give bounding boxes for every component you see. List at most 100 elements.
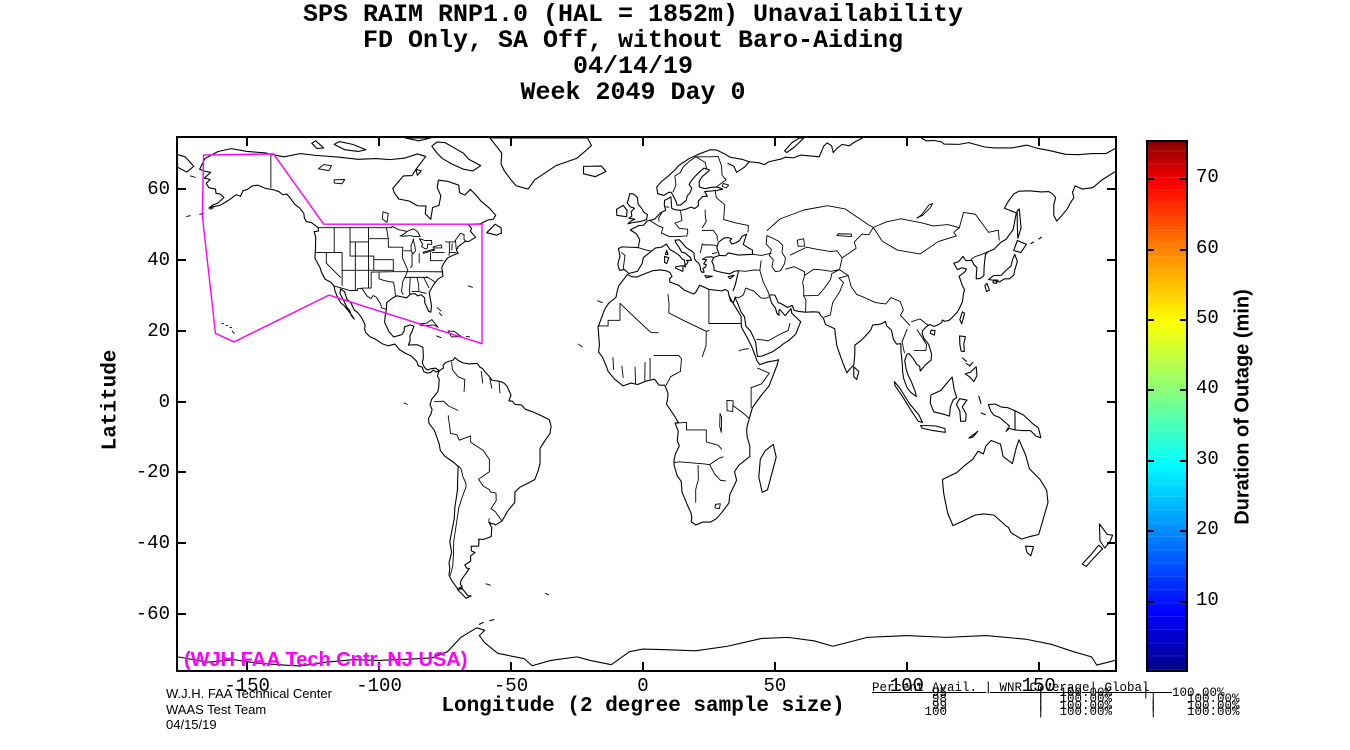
borders-north-america (271, 154, 466, 309)
title-line-2: FD Only, SA Off, without Baro-Aiding (362, 26, 904, 55)
coastline-europe (617, 150, 750, 279)
colorbar-tick-mark (1180, 530, 1186, 533)
coastline-oceania (942, 440, 1112, 567)
colorbar-tick-mark (1148, 530, 1154, 533)
x-tick-label: 150 (1021, 675, 1056, 697)
borders-africa (598, 289, 769, 508)
colorbar-tick-mark (1148, 459, 1154, 462)
x-tick-label: -150 (224, 675, 270, 697)
y-tick-mark (178, 613, 186, 616)
colorbar-tick-mark (1180, 248, 1186, 251)
title-line-4: Week 2049 Day 0 (520, 78, 746, 107)
y-tick-mark (178, 258, 186, 261)
colorbar-tick-mark (1180, 600, 1186, 603)
x-tick-mark (1037, 138, 1040, 146)
coastline-blacksea-anatolia (712, 234, 753, 274)
y-tick-label: 0 (158, 390, 170, 413)
x-tick-mark (773, 138, 776, 146)
islands-southeast-asia (894, 377, 1040, 438)
map-plot-area: (WJH FAA Tech Cntr, NJ USA) (176, 136, 1117, 672)
test-center-stamp: W.J.H. FAA Technical Center WAAS Test Te… (166, 686, 332, 733)
coastline-south-america (428, 358, 551, 599)
coastline-arctic-islands (312, 138, 606, 235)
islands-caribbean-pacific (178, 176, 602, 595)
y-tick-mark (1107, 471, 1115, 474)
x-tick-mark (641, 662, 644, 670)
borders-europe (622, 156, 749, 269)
y-tick-mark (1107, 400, 1115, 403)
coastline-africa (598, 270, 778, 525)
lakes-north-america (318, 165, 441, 254)
us-state-borders (315, 228, 456, 296)
x-tick-mark (378, 662, 381, 670)
colorbar-tick-mark (1148, 389, 1154, 392)
x-tick-mark (246, 138, 249, 146)
plot-title: SPS RAIM RNP1.0 (HAL = 1852m) Unavailabi… (163, 2, 1103, 106)
coverage-annotation: (WJH FAA Tech Cntr, NJ USA) (184, 649, 468, 671)
y-tick-mark (178, 400, 186, 403)
y-tick-mark (1107, 542, 1115, 545)
x-axis-label: Longitude (2 degree sample size) (441, 695, 845, 718)
availability-table-header: Percent_Avail._|_WNR_Coverage|_Global___ (872, 681, 1173, 695)
colorbar-tick-label: 60 (1196, 236, 1219, 259)
x-tick-label: 50 (763, 675, 787, 697)
coastline-asia-south-east (729, 172, 1115, 397)
colorbar-tick-mark (1148, 319, 1154, 321)
world-map (178, 138, 1115, 670)
colorbar-tick-label: 70 (1196, 166, 1219, 189)
availability-table-rows: 95 | 100.00% | 100.00% 98 | 100.00% | 10… (924, 686, 1240, 720)
x-tick-mark (510, 138, 512, 146)
x-tick-mark (510, 662, 512, 670)
y-tick-mark (178, 542, 186, 545)
y-tick-mark (178, 187, 186, 190)
y-tick-label: 60 (147, 177, 170, 200)
islands-east-asia (854, 209, 1042, 382)
x-tick-mark (641, 138, 644, 146)
borders-south-america (434, 362, 502, 575)
x-tick-label: -50 (493, 675, 529, 697)
x-tick-mark (378, 138, 381, 146)
x-tick-mark (905, 138, 908, 146)
waas-coverage-polygon (202, 154, 482, 344)
colorbar-tick-mark (1180, 459, 1186, 462)
stamp-line-3: 04/15/19 (166, 717, 217, 732)
colorbar-tick-mark (1148, 600, 1154, 603)
y-tick-label: -20 (135, 461, 170, 484)
coastline-russia-arctic (178, 138, 1115, 172)
x-tick-label: 0 (637, 675, 649, 697)
colorbar-tick-label: 40 (1196, 377, 1219, 400)
y-tick-mark (178, 329, 186, 332)
y-tick-mark (1107, 613, 1115, 616)
colorbar-tick-label: 50 (1196, 307, 1219, 329)
y-tick-mark (1107, 258, 1115, 261)
colorbar (1146, 140, 1188, 672)
x-tick-mark (1037, 662, 1040, 670)
colorbar-tick-mark (1180, 389, 1186, 392)
colorbar-steps (1148, 142, 1186, 670)
y-tick-label: 20 (147, 319, 170, 342)
stamp-line-2: WAAS Test Team (166, 701, 267, 717)
x-tick-mark (905, 662, 908, 670)
colorbar-title: Duration of Outage (min) (1231, 289, 1254, 525)
colorbar-tick-label: 20 (1196, 518, 1219, 541)
y-tick-label: -60 (135, 603, 170, 626)
borders-asia (735, 206, 999, 353)
colorbar-tick-mark (1180, 178, 1186, 181)
colorbar-tick-mark (1180, 319, 1186, 321)
y-tick-mark (1107, 329, 1115, 332)
colorbar-tick-label: 30 (1196, 447, 1219, 470)
colorbar-tick-mark (1148, 178, 1154, 181)
lakes-asia (766, 204, 933, 272)
y-axis-label: Latitude (99, 349, 123, 451)
title-line-1: SPS RAIM RNP1.0 (HAL = 1852m) Unavailabi… (302, 0, 964, 29)
y-tick-label: -40 (135, 532, 170, 555)
x-tick-label: 100 (889, 675, 924, 697)
y-tick-mark (1107, 187, 1115, 190)
x-tick-mark (773, 662, 776, 670)
title-line-3: 04/14/19 (572, 52, 694, 81)
x-tick-mark (246, 662, 249, 670)
coastline-antarctica (178, 620, 1115, 666)
y-tick-label: 40 (147, 248, 170, 271)
stamp-line-1: W.J.H. FAA Technical Center (166, 686, 332, 701)
